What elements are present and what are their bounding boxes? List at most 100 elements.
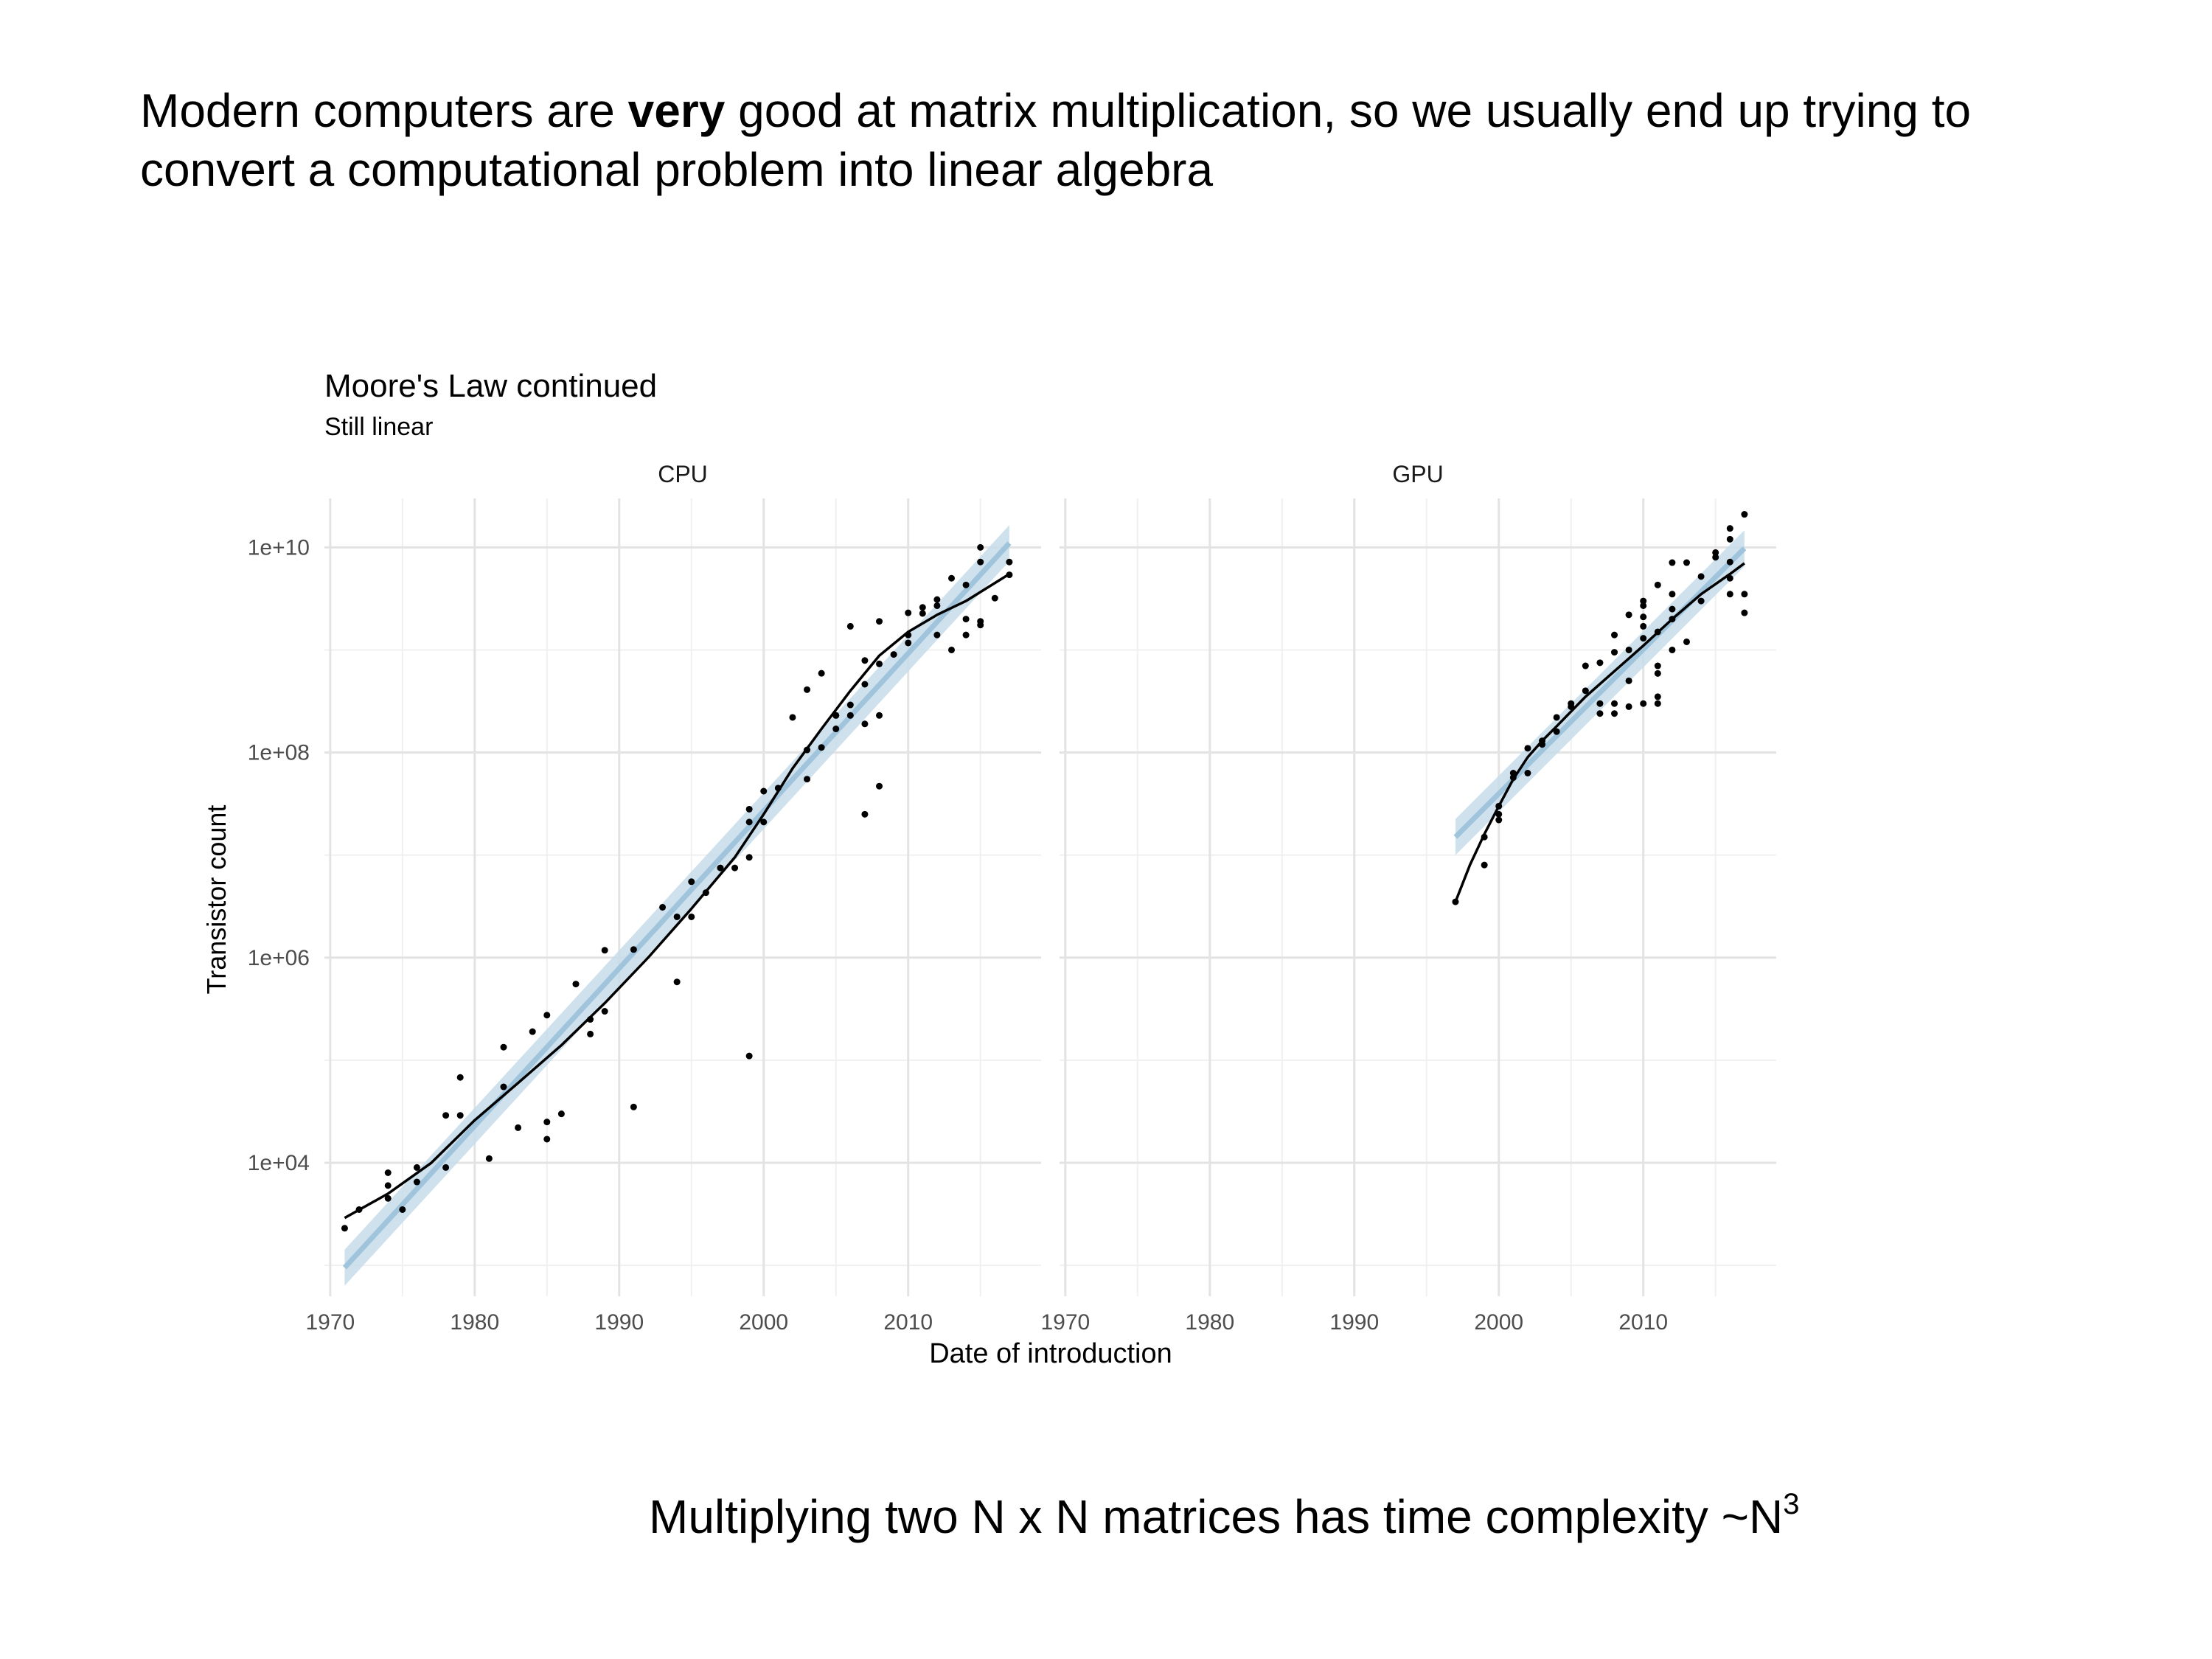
data-point: [1481, 861, 1488, 869]
data-point: [1654, 581, 1661, 588]
data-point: [630, 946, 637, 953]
data-point: [861, 681, 869, 688]
data-point: [456, 1074, 464, 1081]
data-point: [601, 1008, 608, 1015]
data-point: [485, 1155, 493, 1162]
data-point: [905, 609, 912, 616]
data-point: [1683, 638, 1690, 645]
data-point: [1006, 571, 1013, 579]
data-point: [804, 746, 811, 754]
data-point: [1524, 769, 1531, 776]
data-point: [1596, 700, 1604, 707]
gpu-gridlines: [1060, 498, 1776, 1296]
data-point: [1568, 703, 1575, 710]
data-point: [1683, 559, 1690, 566]
y-tick-label: 1e+10: [248, 535, 310, 560]
data-point: [717, 864, 724, 872]
x-tick-label: 2010: [883, 1310, 933, 1335]
x-tick-label: 2010: [1618, 1310, 1668, 1335]
data-point: [1726, 574, 1733, 582]
data-point: [1669, 605, 1676, 613]
data-point: [1654, 662, 1661, 669]
complexity-text: Multiplying two N x N matrices has time …: [649, 1490, 1784, 1543]
y-axis-label: Transistor count: [201, 805, 232, 995]
data-point: [876, 712, 883, 719]
data-point: [1654, 700, 1661, 707]
data-point: [500, 1083, 507, 1091]
data-point: [804, 686, 811, 693]
data-point: [1553, 714, 1560, 721]
data-point: [804, 776, 811, 783]
data-point: [1741, 511, 1748, 518]
data-point: [688, 913, 695, 920]
data-point: [515, 1124, 522, 1131]
data-point: [1726, 535, 1733, 543]
y-tick-label: 1e+04: [248, 1151, 310, 1175]
data-point: [948, 574, 955, 582]
data-point: [745, 854, 753, 861]
cpu-panel: CPU 1970 1980 1990 2000 2010: [305, 461, 1041, 1335]
data-point: [442, 1112, 450, 1119]
data-point: [1712, 549, 1719, 556]
data-point: [1697, 573, 1705, 580]
data-point: [384, 1169, 392, 1176]
cpu-x-tick-labels: 1970 1980 1990 2000 2010: [305, 1310, 933, 1335]
data-point: [688, 878, 695, 886]
data-point: [876, 660, 883, 667]
gpu-panel-label: GPU: [1392, 461, 1443, 487]
x-tick-label: 2000: [1474, 1310, 1523, 1335]
data-point: [1726, 558, 1733, 566]
data-point: [933, 596, 941, 603]
data-point: [962, 581, 970, 588]
data-point: [1524, 745, 1531, 752]
data-point: [1582, 687, 1589, 695]
data-point: [1669, 559, 1676, 566]
data-point: [543, 1135, 551, 1143]
data-point: [557, 1110, 565, 1118]
data-point: [1625, 703, 1632, 710]
data-point: [745, 805, 753, 813]
data-point: [760, 787, 768, 795]
data-point: [1596, 659, 1604, 667]
data-point: [1726, 525, 1733, 532]
data-point: [861, 657, 869, 664]
data-point: [818, 744, 825, 751]
data-point: [832, 712, 840, 719]
heading-emphasis: very: [627, 84, 726, 137]
x-tick-label: 2000: [739, 1310, 788, 1335]
data-point: [1640, 622, 1647, 630]
data-point: [861, 810, 869, 818]
data-point: [341, 1225, 348, 1232]
cpu-fit-line: [342, 541, 1012, 1270]
data-point: [919, 604, 926, 611]
data-point: [876, 782, 883, 790]
x-tick-label: 1990: [1329, 1310, 1379, 1335]
chart-subtitle: Still linear: [324, 413, 433, 441]
data-point: [529, 1028, 536, 1035]
data-point: [1625, 646, 1632, 653]
data-point: [1669, 591, 1676, 598]
x-tick-label: 1980: [450, 1310, 499, 1335]
data-point: [413, 1178, 420, 1186]
data-point: [977, 622, 984, 629]
data-point: [977, 558, 984, 566]
data-point: [818, 669, 825, 677]
data-point: [1611, 631, 1618, 639]
data-point: [384, 1182, 392, 1189]
data-point: [384, 1194, 392, 1202]
data-point: [659, 903, 667, 911]
data-point: [673, 913, 681, 920]
data-point: [991, 594, 998, 602]
data-point: [905, 639, 912, 647]
data-point: [745, 1052, 753, 1060]
data-point: [905, 631, 912, 639]
data-point: [1509, 769, 1517, 776]
x-tick-label: 1980: [1185, 1310, 1234, 1335]
data-point: [832, 726, 840, 733]
data-point: [876, 618, 883, 625]
slide-heading: Modern computers are very good at matrix…: [140, 81, 2131, 199]
data-point: [1006, 558, 1013, 566]
data-point: [456, 1112, 464, 1119]
data-point: [500, 1043, 507, 1051]
